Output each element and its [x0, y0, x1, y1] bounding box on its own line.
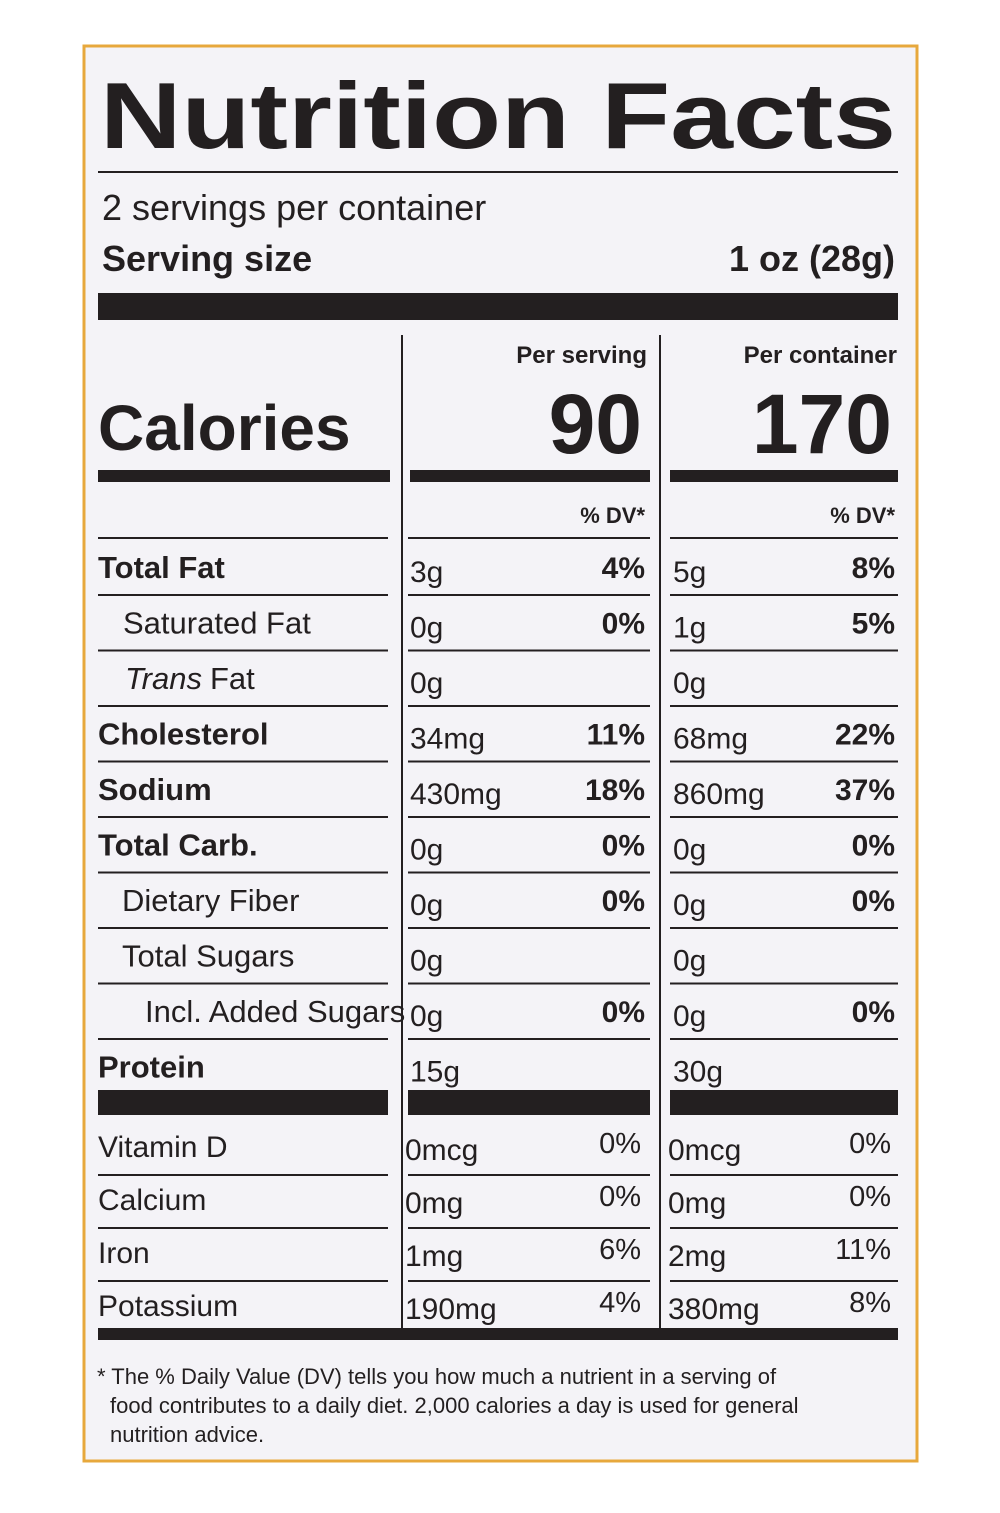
- nutrient-name: Sodium: [98, 772, 212, 807]
- percent-dv: 0%: [849, 1181, 891, 1213]
- amount: 0g: [410, 889, 443, 922]
- vitamin-name: Vitamin D: [98, 1131, 228, 1164]
- vitamin-name: Iron: [98, 1237, 150, 1270]
- dv-header: % DV*: [580, 503, 645, 528]
- percent-dv: 22%: [835, 719, 895, 752]
- amount: 0g: [673, 834, 706, 867]
- nutrient-name: Total Sugars: [122, 939, 294, 974]
- percent-dv: 4%: [599, 1287, 641, 1319]
- footnote-line: nutrition advice.: [110, 1422, 264, 1447]
- amount: 1g: [673, 612, 706, 645]
- nutrient-name: Cholesterol: [98, 717, 269, 752]
- amount: 0g: [410, 1000, 443, 1033]
- calories-label: Calories: [98, 392, 351, 464]
- percent-dv: 8%: [852, 552, 895, 585]
- label-background: [82, 44, 919, 1463]
- nutrient-name: Fat: [210, 661, 255, 696]
- percent-dv: 6%: [599, 1234, 641, 1266]
- nutrient-name: Dietary Fiber: [122, 883, 299, 918]
- thick-bar: [410, 470, 650, 482]
- percent-dv: 37%: [835, 774, 895, 807]
- amount: 0g: [410, 667, 443, 700]
- amount: 0mg: [668, 1187, 726, 1220]
- amount: 0g: [673, 945, 706, 978]
- amount: 30g: [673, 1056, 723, 1089]
- percent-dv: 0%: [852, 830, 895, 863]
- amount: 68mg: [673, 723, 748, 756]
- amount: 1mg: [405, 1240, 463, 1273]
- footnote-line: * The % Daily Value (DV) tells you how m…: [97, 1364, 777, 1389]
- vitamin-name: Calcium: [98, 1184, 206, 1217]
- amount: 860mg: [673, 778, 765, 811]
- amount: 0g: [673, 667, 706, 700]
- amount: 5g: [673, 556, 706, 589]
- amount: 0mcg: [405, 1134, 478, 1167]
- title: Nutrition Facts: [100, 63, 896, 168]
- amount: 380mg: [668, 1293, 760, 1326]
- calories-value: 170: [752, 377, 892, 471]
- nutrient-name: Incl. Added Sugars: [145, 994, 405, 1029]
- percent-dv: 5%: [852, 608, 895, 641]
- amount: 2mg: [668, 1240, 726, 1273]
- amount: 15g: [410, 1056, 460, 1089]
- percent-dv: 0%: [602, 608, 645, 641]
- percent-dv: 18%: [585, 774, 645, 807]
- vitamin-name: Potassium: [98, 1290, 238, 1323]
- amount: 3g: [410, 556, 443, 589]
- nutrient-name: Saturated Fat: [123, 606, 311, 641]
- thick-bar: [98, 470, 390, 482]
- nutrient-name: Protein: [98, 1050, 205, 1085]
- thick-bar: [670, 470, 898, 482]
- percent-dv: 0%: [852, 996, 895, 1029]
- thick-bar: [670, 1090, 898, 1115]
- percent-dv: 4%: [602, 552, 645, 585]
- serving-size: 1 oz (28g): [729, 238, 895, 279]
- percent-dv: 11%: [835, 1234, 891, 1266]
- amount: 0g: [673, 889, 706, 922]
- thick-bar: [98, 293, 898, 320]
- percent-dv: 0%: [852, 885, 895, 918]
- thick-bar: [408, 1090, 650, 1115]
- column-heading: Per container: [744, 342, 897, 369]
- dv-header: % DV*: [830, 503, 895, 528]
- amount: 34mg: [410, 723, 485, 756]
- percent-dv: 0%: [602, 885, 645, 918]
- amount: 0g: [410, 945, 443, 978]
- percent-dv: 0%: [599, 1181, 641, 1213]
- amount: 0g: [410, 612, 443, 645]
- amount: 190mg: [405, 1293, 497, 1326]
- amount: 0g: [410, 834, 443, 867]
- thick-bar: [98, 1090, 388, 1115]
- footnote-line: food contributes to a daily diet. 2,000 …: [110, 1393, 799, 1418]
- percent-dv: 0%: [599, 1128, 641, 1160]
- serving-size-label: Serving size: [102, 238, 312, 279]
- amount: 0mcg: [668, 1134, 741, 1167]
- nutrient-name: Total Fat: [98, 550, 225, 585]
- nutrient-name-italic: Trans: [125, 661, 202, 696]
- percent-dv: 0%: [849, 1128, 891, 1160]
- column-heading: Per serving: [516, 342, 647, 369]
- amount: 430mg: [410, 778, 502, 811]
- percent-dv: 0%: [602, 830, 645, 863]
- calories-value: 90: [549, 377, 642, 471]
- percent-dv: 8%: [849, 1287, 891, 1319]
- amount: 0g: [673, 1000, 706, 1033]
- percent-dv: 11%: [587, 719, 645, 752]
- percent-dv: 0%: [602, 996, 645, 1029]
- thick-bar: [98, 1328, 898, 1340]
- nutrient-name: Total Carb.: [98, 828, 258, 863]
- servings: 2 servings per container: [102, 187, 486, 228]
- amount: 0mg: [405, 1187, 463, 1220]
